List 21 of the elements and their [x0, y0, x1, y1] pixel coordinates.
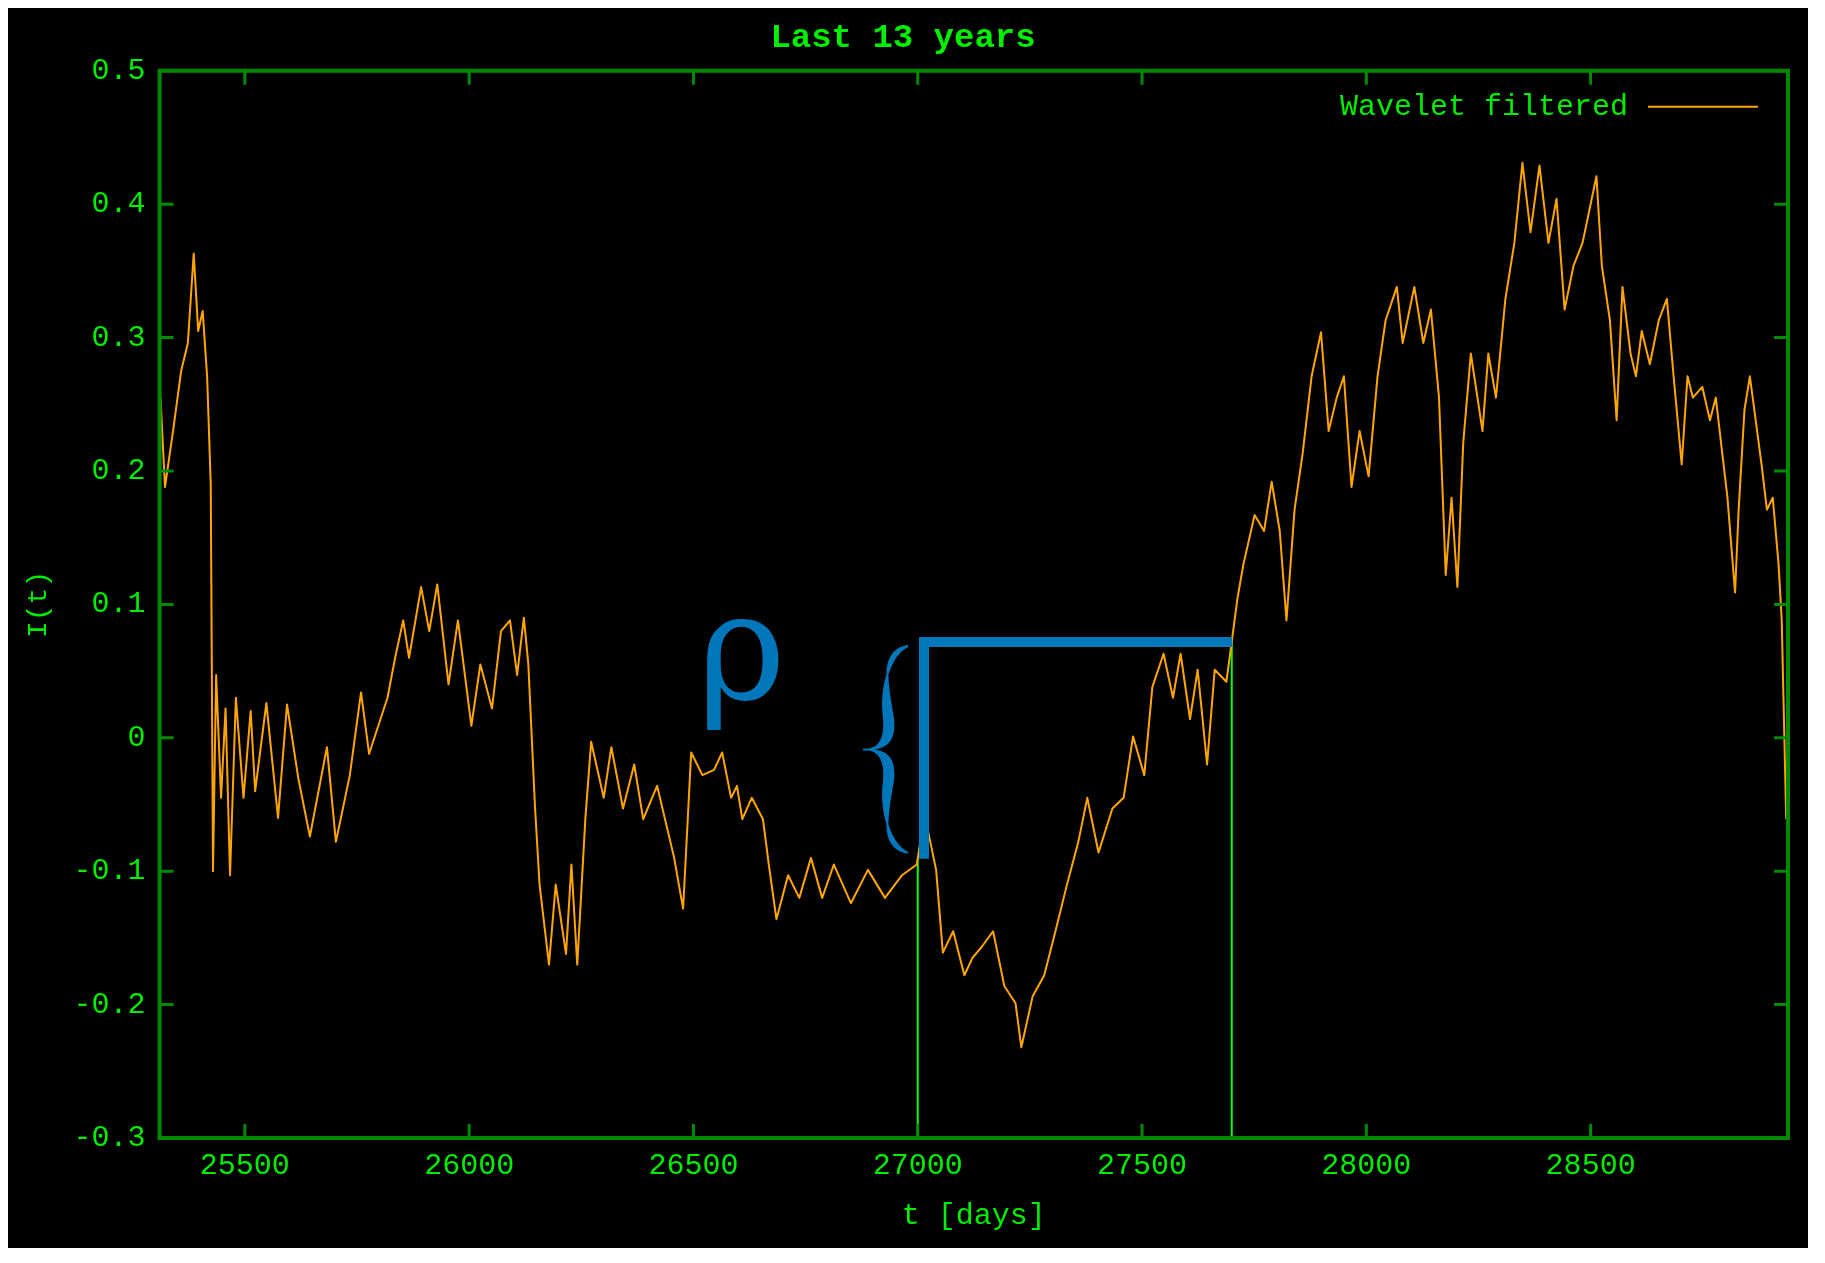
- x-tick-label: 26500: [648, 1148, 739, 1183]
- y-tick-label: -0.3: [73, 1120, 146, 1155]
- x-tick-label: 25500: [199, 1148, 290, 1183]
- y-tick-label: 0.4: [91, 187, 146, 222]
- x-axis-title: t [days]: [901, 1198, 1046, 1233]
- y-tick-label: -0.2: [73, 987, 146, 1022]
- x-tick-label: 26000: [424, 1148, 515, 1183]
- annotation: ρ: [697, 559, 786, 734]
- x-tick-label: 27500: [1097, 1148, 1188, 1183]
- y-tick-label: 0.1: [91, 587, 146, 622]
- y-tick-label: -0.1: [73, 854, 146, 889]
- x-tick-label: 28500: [1545, 1148, 1636, 1183]
- x-tick-label: 27000: [872, 1148, 963, 1183]
- legend-label: Wavelet filtered: [1339, 89, 1628, 124]
- y-tick-label: 0: [127, 720, 146, 755]
- chart-title: Last 13 years: [770, 18, 1036, 57]
- x-tick-label: 28000: [1321, 1148, 1412, 1183]
- y-tick-label: 0.5: [91, 53, 146, 88]
- y-tick-label: 0.2: [91, 453, 146, 488]
- y-axis-title: I(t): [23, 570, 55, 639]
- y-tick-label: 0.3: [91, 320, 146, 355]
